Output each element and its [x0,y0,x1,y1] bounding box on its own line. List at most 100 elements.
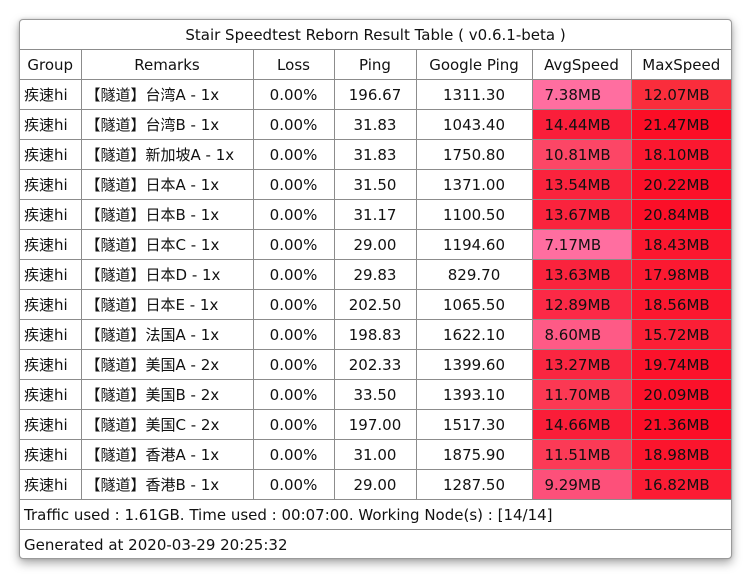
generated-timestamp: Generated at 2020-03-29 20:25:32 [20,529,731,558]
cell-max-speed: 20.22MB [630,169,731,200]
header-avg-speed: AvgSpeed [531,49,632,80]
cell-ping: 202.50 [333,289,417,320]
cell-ping: 29.00 [333,229,417,260]
cell-loss: 0.00% [252,469,335,500]
cell-max-speed: 21.47MB [630,109,731,140]
table-row: 疾速hi 【隧道】香港B - 1x 0.00% 29.00 1287.50 9.29MB 1… [20,469,731,500]
cell-ping: 33.50 [333,379,417,410]
cell-google-ping: 1750.80 [415,139,533,170]
cell-ping: 31.83 [333,139,417,170]
cell-loss: 0.00% [252,349,335,380]
cell-max-speed: 18.56MB [630,289,731,320]
cell-max-speed: 15.72MB [630,319,731,350]
cell-max-speed: 20.09MB [630,379,731,410]
cell-loss: 0.00% [252,229,335,260]
cell-google-ping: 1517.30 [415,409,533,440]
cell-avg-speed: 7.17MB [531,229,632,260]
cell-remarks: 【隧道】日本E - 1x [80,289,254,320]
cell-google-ping: 1311.30 [415,79,533,110]
cell-loss: 0.00% [252,409,335,440]
table-row: 疾速hi 【隧道】美国A - 2x 0.00% 202.33 1399.60 13.27M… [20,349,731,380]
cell-loss: 0.00% [252,199,335,230]
cell-avg-speed: 13.63MB [531,259,632,290]
cell-group: 疾速hi [20,169,82,200]
cell-ping: 198.83 [333,319,417,350]
header-group: Group [20,49,82,80]
cell-group: 疾速hi [20,199,82,230]
cell-ping: 29.00 [333,469,417,500]
cell-google-ping: 829.70 [415,259,533,290]
cell-avg-speed: 13.67MB [531,199,632,230]
cell-group: 疾速hi [20,139,82,170]
cell-google-ping: 1194.60 [415,229,533,260]
cell-google-ping: 1875.90 [415,439,533,470]
cell-max-speed: 21.36MB [630,409,731,440]
table-row: 疾速hi 【隧道】台湾A - 1x 0.00% 196.67 1311.30 7.38MB… [20,79,731,110]
cell-google-ping: 1065.50 [415,289,533,320]
cell-google-ping: 1100.50 [415,199,533,230]
cell-group: 疾速hi [20,409,82,440]
cell-avg-speed: 14.66MB [531,409,632,440]
cell-avg-speed: 13.27MB [531,349,632,380]
cell-max-speed: 18.98MB [630,439,731,470]
result-table-card: Stair Speedtest Reborn Result Table ( v0… [19,19,732,559]
cell-google-ping: 1622.10 [415,319,533,350]
header-google-ping: Google Ping [415,49,533,80]
cell-ping: 31.00 [333,439,417,470]
cell-loss: 0.00% [252,319,335,350]
cell-remarks: 【隧道】日本A - 1x [80,169,254,200]
cell-ping: 31.17 [333,199,417,230]
cell-remarks: 【隧道】香港A - 1x [80,439,254,470]
cell-max-speed: 18.43MB [630,229,731,260]
cell-ping: 29.83 [333,259,417,290]
cell-group: 疾速hi [20,79,82,110]
cell-avg-speed: 11.70MB [531,379,632,410]
result-table: Stair Speedtest Reborn Result Table ( v0… [20,20,731,558]
cell-max-speed: 16.82MB [630,469,731,500]
cell-google-ping: 1393.10 [415,379,533,410]
cell-group: 疾速hi [20,469,82,500]
cell-remarks: 【隧道】美国A - 2x [80,349,254,380]
cell-group: 疾速hi [20,259,82,290]
table-row: 疾速hi 【隧道】新加坡A - 1x 0.00% 31.83 1750.80 10.81M… [20,139,731,170]
cell-group: 疾速hi [20,289,82,320]
cell-remarks: 【隧道】美国C - 2x [80,409,254,440]
cell-ping: 196.67 [333,79,417,110]
table-row: 疾速hi 【隧道】日本D - 1x 0.00% 29.83 829.70 13.63MB 1… [20,259,731,290]
table-row: 疾速hi 【隧道】日本A - 1x 0.00% 31.50 1371.00 13.54MB… [20,169,731,200]
cell-remarks: 【隧道】台湾A - 1x [80,79,254,110]
table-row: 疾速hi 【隧道】日本B - 1x 0.00% 31.17 1100.50 13.67MB… [20,199,731,230]
cell-google-ping: 1043.40 [415,109,533,140]
cell-loss: 0.00% [252,169,335,200]
cell-loss: 0.00% [252,379,335,410]
cell-avg-speed: 10.81MB [531,139,632,170]
cell-loss: 0.00% [252,259,335,290]
table-row: 疾速hi 【隧道】法国A - 1x 0.00% 198.83 1622.10 8.60MB… [20,319,731,350]
cell-ping: 31.83 [333,109,417,140]
cell-max-speed: 18.10MB [630,139,731,170]
cell-avg-speed: 13.54MB [531,169,632,200]
traffic-summary: Traffic used : 1.61GB. Time used : 00:07… [20,499,731,530]
cell-remarks: 【隧道】台湾B - 1x [80,109,254,140]
cell-remarks: 【隧道】日本C - 1x [80,229,254,260]
cell-remarks: 【隧道】法国A - 1x [80,319,254,350]
table-row: 疾速hi 【隧道】香港A - 1x 0.00% 31.00 1875.90 11.51MB… [20,439,731,470]
cell-max-speed: 12.07MB [630,79,731,110]
header-max-speed: MaxSpeed [630,49,731,80]
cell-remarks: 【隧道】美国B - 2x [80,379,254,410]
cell-remarks: 【隧道】日本B - 1x [80,199,254,230]
cell-avg-speed: 9.29MB [531,469,632,500]
cell-avg-speed: 8.60MB [531,319,632,350]
header-loss: Loss [252,49,335,80]
cell-group: 疾速hi [20,229,82,260]
cell-loss: 0.00% [252,139,335,170]
table-row: 疾速hi 【隧道】日本E - 1x 0.00% 202.50 1065.50 12.89M… [20,289,731,320]
cell-group: 疾速hi [20,349,82,380]
cell-avg-speed: 12.89MB [531,289,632,320]
table-title: Stair Speedtest Reborn Result Table ( v0… [20,20,731,50]
table-row: 疾速hi 【隧道】美国B - 2x 0.00% 33.50 1393.10 11.70MB… [20,379,731,410]
cell-ping: 31.50 [333,169,417,200]
cell-group: 疾速hi [20,379,82,410]
cell-max-speed: 19.74MB [630,349,731,380]
cell-group: 疾速hi [20,439,82,470]
